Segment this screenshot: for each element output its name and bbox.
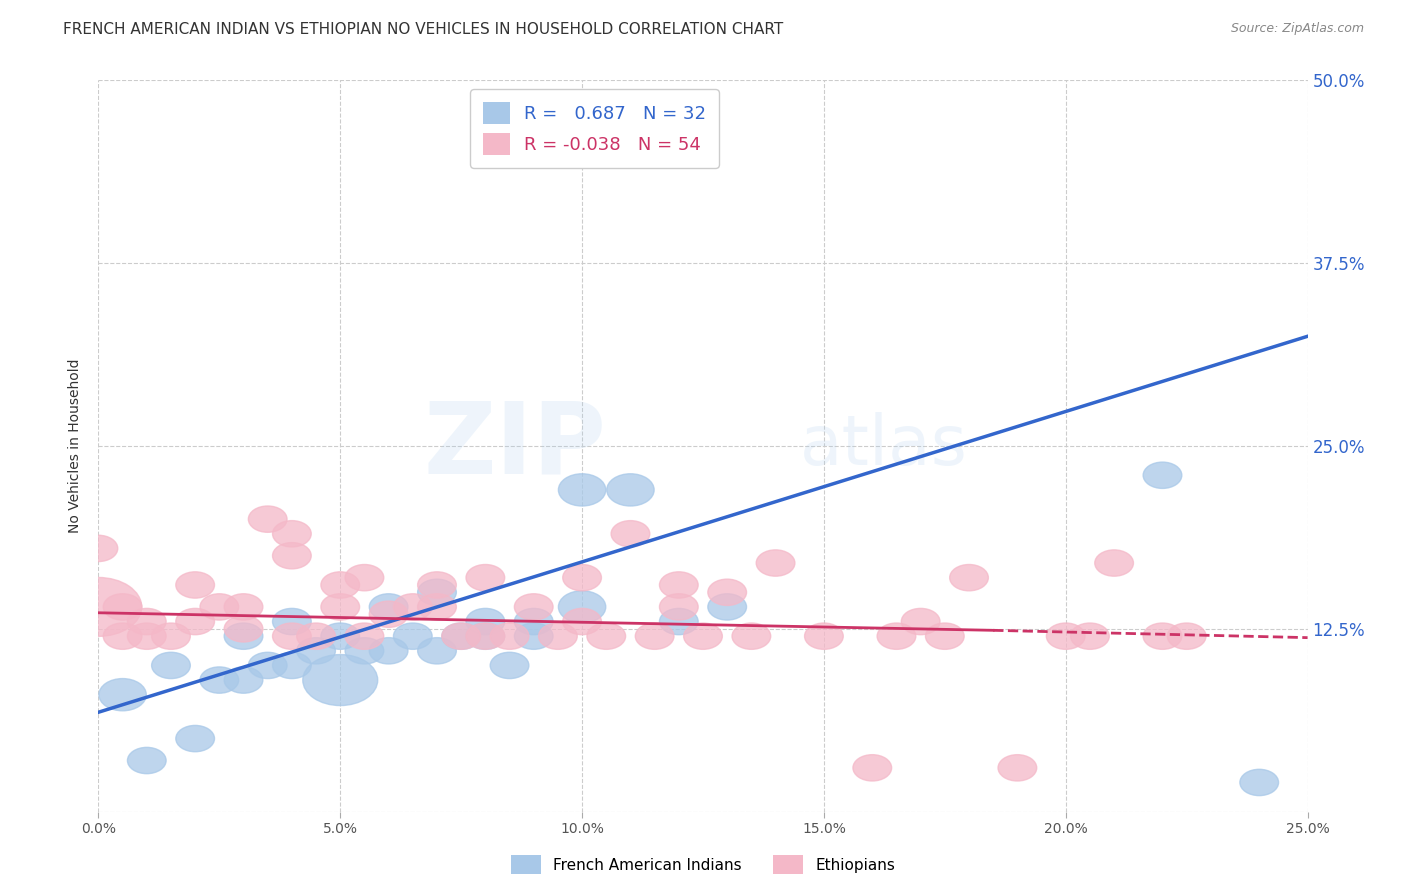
Ellipse shape [224,667,263,693]
Ellipse shape [176,725,215,752]
Ellipse shape [515,594,553,620]
Ellipse shape [273,542,311,569]
Ellipse shape [515,608,553,635]
Ellipse shape [659,572,699,599]
Ellipse shape [491,623,529,649]
Ellipse shape [1046,623,1085,649]
Ellipse shape [200,594,239,620]
Ellipse shape [1143,462,1182,489]
Ellipse shape [562,608,602,635]
Text: FRENCH AMERICAN INDIAN VS ETHIOPIAN NO VEHICLES IN HOUSEHOLD CORRELATION CHART: FRENCH AMERICAN INDIAN VS ETHIOPIAN NO V… [63,22,783,37]
Ellipse shape [297,623,336,649]
Text: ZIP: ZIP [423,398,606,494]
Ellipse shape [321,594,360,620]
Ellipse shape [344,623,384,649]
Ellipse shape [128,747,166,773]
Ellipse shape [538,623,578,649]
Ellipse shape [558,591,606,623]
Ellipse shape [949,565,988,591]
Ellipse shape [344,565,384,591]
Ellipse shape [128,608,166,635]
Ellipse shape [607,474,654,506]
Text: Source: ZipAtlas.com: Source: ZipAtlas.com [1230,22,1364,36]
Ellipse shape [98,679,146,711]
Ellipse shape [394,623,432,649]
Ellipse shape [176,572,215,599]
Ellipse shape [491,652,529,679]
Ellipse shape [418,579,457,606]
Ellipse shape [297,638,336,664]
Ellipse shape [1143,623,1182,649]
Ellipse shape [321,572,360,599]
Ellipse shape [273,521,311,547]
Ellipse shape [853,755,891,781]
Ellipse shape [200,667,239,693]
Ellipse shape [1095,549,1133,576]
Ellipse shape [707,594,747,620]
Ellipse shape [321,623,360,649]
Ellipse shape [1070,623,1109,649]
Ellipse shape [418,594,457,620]
Ellipse shape [370,594,408,620]
Ellipse shape [1167,623,1206,649]
Ellipse shape [707,579,747,606]
Ellipse shape [394,594,432,620]
Ellipse shape [877,623,915,649]
Legend: French American Indians, Ethiopians: French American Indians, Ethiopians [505,849,901,880]
Ellipse shape [273,652,311,679]
Ellipse shape [418,572,457,599]
Ellipse shape [224,615,263,642]
Ellipse shape [224,594,263,620]
Ellipse shape [224,623,263,649]
Ellipse shape [901,608,941,635]
Ellipse shape [558,474,606,506]
Y-axis label: No Vehicles in Household: No Vehicles in Household [69,359,83,533]
Ellipse shape [302,655,378,706]
Ellipse shape [586,623,626,649]
Ellipse shape [418,638,457,664]
Ellipse shape [441,623,481,649]
Legend: R =   0.687   N = 32, R = -0.038   N = 54: R = 0.687 N = 32, R = -0.038 N = 54 [470,89,718,168]
Ellipse shape [55,577,142,636]
Ellipse shape [612,521,650,547]
Ellipse shape [370,638,408,664]
Ellipse shape [756,549,794,576]
Ellipse shape [103,594,142,620]
Ellipse shape [273,608,311,635]
Ellipse shape [465,565,505,591]
Ellipse shape [79,535,118,562]
Ellipse shape [733,623,770,649]
Ellipse shape [249,652,287,679]
Ellipse shape [465,608,505,635]
Ellipse shape [925,623,965,649]
Ellipse shape [659,594,699,620]
Ellipse shape [659,608,699,635]
Ellipse shape [176,608,215,635]
Ellipse shape [683,623,723,649]
Ellipse shape [128,623,166,649]
Ellipse shape [370,601,408,627]
Ellipse shape [103,623,142,649]
Ellipse shape [465,623,505,649]
Ellipse shape [441,623,481,649]
Ellipse shape [152,652,190,679]
Ellipse shape [636,623,673,649]
Ellipse shape [273,623,311,649]
Ellipse shape [562,565,602,591]
Ellipse shape [344,638,384,664]
Ellipse shape [515,623,553,649]
Ellipse shape [998,755,1036,781]
Ellipse shape [804,623,844,649]
Ellipse shape [465,623,505,649]
Text: atlas: atlas [800,412,967,480]
Ellipse shape [249,506,287,533]
Ellipse shape [1240,769,1278,796]
Ellipse shape [152,623,190,649]
